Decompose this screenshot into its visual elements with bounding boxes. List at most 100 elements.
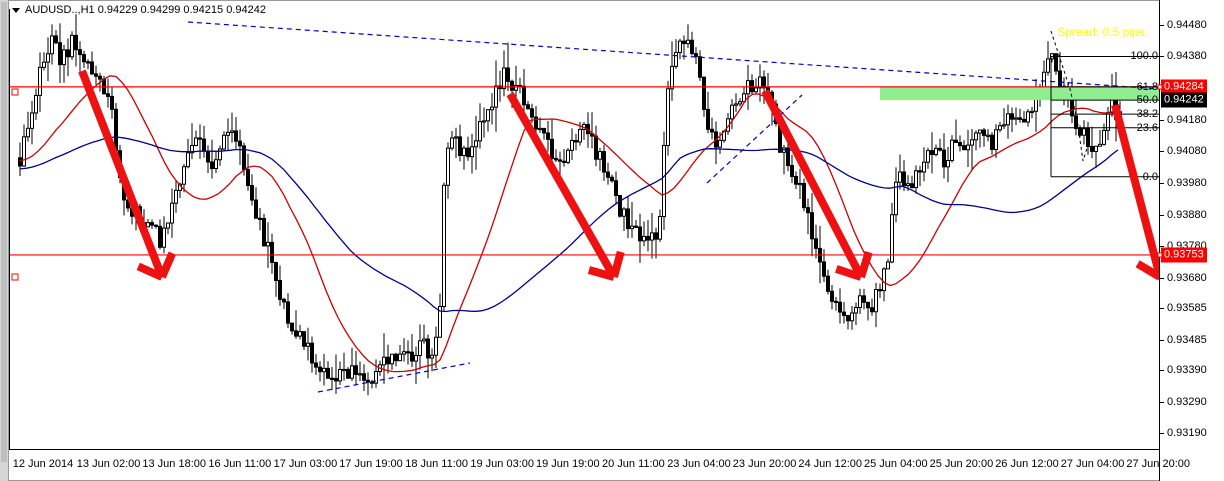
price-tick (1160, 56, 1164, 58)
candlestick (58, 42, 62, 66)
chart-plot-area[interactable]: Spread: 0.5 pips. 100.0 61.8 50.0 38.2 23.6 0… (9, 9, 1160, 449)
candlestick (702, 76, 706, 110)
candlestick (418, 340, 422, 356)
candlestick (618, 194, 622, 217)
fibonacci-retracement[interactable] (1050, 55, 1160, 178)
candlestick (802, 182, 806, 209)
candlestick (622, 208, 626, 217)
candlestick (406, 351, 410, 354)
candlestick (110, 95, 114, 110)
candlestick (350, 365, 354, 379)
price-line-handle[interactable] (1157, 84, 1163, 90)
candlestick (386, 356, 390, 365)
candlestick (878, 289, 882, 292)
candlestick (974, 132, 978, 141)
price-tick (1160, 401, 1164, 403)
candlestick (730, 104, 734, 120)
candlestick (1002, 124, 1006, 127)
candlestick (574, 140, 578, 143)
candlestick (74, 34, 78, 51)
candlestick (850, 312, 854, 322)
candlestick (914, 170, 918, 189)
candlestick (226, 131, 230, 136)
price-tick (1160, 433, 1164, 435)
resistance-handle[interactable] (11, 88, 19, 96)
candlestick (410, 351, 414, 362)
candlestick (842, 311, 846, 316)
candlestick (290, 322, 294, 332)
candlestick (218, 148, 222, 161)
candlestick (934, 147, 938, 156)
candlestick (66, 49, 70, 58)
candlestick (1030, 110, 1034, 113)
candlestick (30, 112, 34, 129)
candlestick (930, 150, 934, 156)
candlestick (550, 138, 554, 159)
price-axis[interactable]: 0.94480 0.94380 0.94180 0.94080 0.93980 0.938… (1157, 0, 1224, 481)
candlestick (946, 160, 950, 168)
fib-level-label: 23.6 (1136, 121, 1158, 134)
candlestick (70, 34, 74, 58)
price-tick (1160, 369, 1164, 371)
candlestick (214, 159, 218, 170)
candlestick (762, 76, 766, 89)
candlestick (346, 368, 350, 379)
support-handle[interactable] (11, 273, 19, 281)
candlestick (450, 137, 454, 149)
candlestick (286, 301, 290, 324)
candlestick (910, 183, 914, 189)
candlestick (310, 342, 314, 364)
candlestick (810, 212, 814, 240)
candlestick (890, 214, 894, 263)
candlestick (994, 129, 998, 150)
price-tick (1160, 214, 1164, 216)
time-tick-label: 27 Jun 20:00 (1126, 458, 1190, 470)
vertical-scrollbar[interactable] (0, 0, 9, 481)
candlestick (866, 301, 870, 309)
candlestick (174, 189, 178, 204)
down-arrow-3-shaft (761, 89, 865, 279)
candlestick (98, 75, 102, 80)
candlestick (826, 275, 830, 292)
candlestick (902, 171, 906, 187)
candlestick (50, 35, 54, 55)
candlestick (182, 166, 186, 185)
time-tick-label: 19 Jun 19:00 (535, 458, 600, 470)
candlestick (942, 149, 946, 168)
candlestick (926, 150, 930, 163)
candlestick (754, 87, 758, 93)
candlestick (830, 290, 834, 302)
candlestick (362, 373, 366, 381)
time-axis[interactable]: 12 Jun 2014 13 Jun 02:00 13 Jun 18:00 16 Ju… (9, 450, 1190, 480)
price-line-handle[interactable] (1157, 252, 1163, 258)
candlestick (554, 157, 558, 161)
time-tick-label: 20 Jun 11:00 (601, 458, 665, 470)
candlestick (18, 157, 22, 167)
candlestick (798, 182, 802, 186)
trendline-ascending-lower[interactable] (317, 362, 471, 393)
scrollbar-thumb[interactable] (1, 2, 7, 462)
price-tick-label: 0.94480 (1167, 18, 1207, 31)
triangle-down-icon[interactable] (12, 7, 20, 13)
candlestick (278, 279, 282, 300)
candlestick (734, 103, 738, 106)
candlestick (482, 120, 486, 123)
price-marker-red: 0.94284 (1161, 79, 1207, 95)
trendline-descending[interactable] (187, 21, 1160, 90)
candlestick (658, 216, 662, 240)
candlestick (938, 147, 942, 151)
candlestick (42, 61, 46, 68)
candlestick (374, 371, 378, 384)
candlestick (1090, 146, 1094, 152)
chart-header: AUDUSD..,H1 0.94229 0.94299 0.94215 0.94… (12, 3, 266, 17)
candlestick (382, 356, 386, 366)
candlestick (298, 331, 302, 337)
candlestick (570, 140, 574, 151)
candlestick (822, 261, 826, 277)
candlestick (254, 199, 258, 219)
candlestick (950, 139, 954, 162)
trendline-ascending-mid[interactable] (706, 94, 803, 184)
candlestick (190, 144, 194, 154)
candlestick (210, 161, 214, 170)
candlestick (478, 121, 482, 142)
